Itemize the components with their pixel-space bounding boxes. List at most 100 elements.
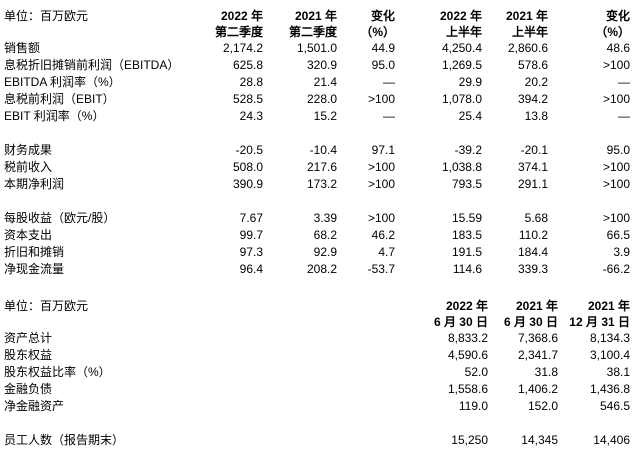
table1-col-header-6-line1: 变化 bbox=[605, 9, 630, 23]
value-cell: 546.5 bbox=[599, 399, 630, 413]
value-cell: 46.2 bbox=[371, 228, 395, 242]
value-cell: 4.7 bbox=[378, 245, 395, 259]
value-cell: 15.2 bbox=[313, 109, 337, 123]
table2-col-header-3-line1: 2021 年 bbox=[587, 299, 630, 313]
value-cell: >100 bbox=[367, 160, 395, 174]
row-label: 财务成果 bbox=[4, 143, 53, 157]
value-cell: 4,250.4 bbox=[441, 41, 482, 55]
value-cell: 1,406.2 bbox=[517, 382, 558, 396]
value-cell: 8,134.3 bbox=[589, 331, 630, 345]
value-cell: 578.6 bbox=[517, 58, 548, 72]
value-cell: >100 bbox=[602, 177, 630, 191]
value-cell: >100 bbox=[602, 58, 630, 72]
table2-col-header-2-line1: 2021 年 bbox=[515, 299, 558, 313]
spacer-row bbox=[4, 125, 630, 142]
value-cell: 394.2 bbox=[517, 92, 548, 106]
value-cell: 183.5 bbox=[451, 228, 482, 242]
balance-sheet-table: 单位：百万欧元 2022 年 6 月 30 日 2021 年 6 月 30 日 2021… bbox=[4, 298, 630, 449]
value-cell: 97.3 bbox=[239, 245, 263, 259]
table-row: 资本支出 99.7 68.2 46.2 183.5 110.2 66.5 bbox=[4, 227, 630, 244]
value-cell: 38.1 bbox=[606, 365, 630, 379]
spacer-cell bbox=[4, 125, 630, 142]
row-label: 员工人数（报告期末） bbox=[4, 433, 125, 447]
table2-col-header-1-line2: 6 月 30 日 bbox=[433, 315, 488, 329]
table-row: 折旧和摊销 97.3 92.9 4.7 191.5 184.4 3.9 bbox=[4, 244, 630, 261]
value-cell: 320.9 bbox=[306, 58, 337, 72]
row-label: 净金融资产 bbox=[4, 399, 65, 413]
table-row: 息税前利润（EBIT） 528.5 228.0 >100 1,078.0 394.2 >10… bbox=[4, 91, 630, 108]
row-label: 息税折旧摊销前利润（EBITDA） bbox=[4, 58, 180, 72]
value-cell: 28.8 bbox=[239, 75, 263, 89]
table1-col-header-4-line1: 2022 年 bbox=[439, 9, 482, 23]
spacer-row bbox=[4, 193, 630, 210]
table1-body: 销售额 2,174.2 1,501.0 44.9 4,250.4 2,860.6 48.6 息… bbox=[4, 40, 630, 278]
table-row: 净金融资产 119.0 152.0 546.5 bbox=[4, 398, 630, 415]
row-label: 息税前利润（EBIT） bbox=[4, 92, 115, 106]
table1-col-header-2: 2021 年第二季度 bbox=[263, 8, 337, 40]
value-cell: 3.39 bbox=[313, 211, 337, 225]
value-cell: 95.0 bbox=[606, 143, 630, 157]
table-row: 员工人数（报告期末） 15,250 14,345 14,406 bbox=[4, 432, 630, 449]
value-cell: -20.1 bbox=[520, 143, 548, 157]
table-row: 每股收益（欧元/股） 7.67 3.39 >100 15.59 5.68 >100 bbox=[4, 210, 630, 227]
row-label: 金融负债 bbox=[4, 382, 53, 396]
value-cell: 191.5 bbox=[451, 245, 482, 259]
table1-col-header-5-line1: 2021 年 bbox=[505, 9, 548, 23]
row-label: 本期净利润 bbox=[4, 177, 65, 191]
value-cell: 21.4 bbox=[313, 75, 337, 89]
value-cell: 625.8 bbox=[232, 58, 263, 72]
table1-col-header-2-line1: 2021 年 bbox=[294, 9, 337, 23]
value-cell: 2,860.6 bbox=[507, 41, 548, 55]
value-cell: 3,100.4 bbox=[589, 348, 630, 362]
value-cell: — bbox=[618, 75, 630, 89]
table-row: 资产总计 8,833.2 7,368.6 8,134.3 bbox=[4, 330, 630, 347]
value-cell: 152.0 bbox=[527, 399, 558, 413]
value-cell: -53.7 bbox=[367, 262, 395, 276]
value-cell: 52.0 bbox=[464, 365, 488, 379]
value-cell: 92.9 bbox=[313, 245, 337, 259]
row-label: 股东权益比率（%） bbox=[4, 365, 111, 379]
table2-col-header-1: 2022 年 6 月 30 日 bbox=[394, 298, 488, 330]
table1-col-header-4-line2: 上半年 bbox=[445, 25, 482, 39]
value-cell: >100 bbox=[602, 160, 630, 174]
value-cell: 15.59 bbox=[451, 211, 482, 225]
spacer-cell bbox=[4, 193, 630, 210]
value-cell: — bbox=[618, 109, 630, 123]
value-cell: 208.2 bbox=[306, 262, 337, 276]
table1-col-header-3-line1: 变化 bbox=[370, 9, 395, 23]
value-cell: 20.2 bbox=[524, 75, 548, 89]
value-cell: 114.6 bbox=[452, 262, 482, 276]
row-label: EBITDA 利润率（%） bbox=[4, 75, 121, 89]
row-label: 资产总计 bbox=[4, 331, 53, 345]
value-cell: 68.2 bbox=[313, 228, 337, 242]
value-cell: 374.1 bbox=[517, 160, 548, 174]
table1-col-header-4: 2022 年上半年 bbox=[395, 8, 482, 40]
spacer-cell bbox=[4, 415, 630, 432]
table1-col-header-1-line2: 第二季度 bbox=[214, 25, 263, 39]
table1-col-header-6-line2: （%） bbox=[595, 25, 630, 39]
quarterly-income-table: 单位：百万欧元 2022 年第二季度 2021 年第二季度 变化 （%） 2022 年上… bbox=[4, 8, 630, 278]
row-label: 折旧和摊销 bbox=[4, 245, 65, 259]
value-cell: 96.4 bbox=[239, 262, 263, 276]
value-cell: 5.68 bbox=[524, 211, 548, 225]
value-cell: -66.2 bbox=[602, 262, 630, 276]
value-cell: 2,174.2 bbox=[222, 41, 263, 55]
table2-unit-label: 单位：百万欧元 bbox=[4, 299, 89, 313]
table1-header-row: 单位：百万欧元 2022 年第二季度 2021 年第二季度 变化 （%） 2022 年上… bbox=[4, 8, 630, 40]
table1-col-header-3-line2: （%） bbox=[360, 25, 395, 39]
value-cell: >100 bbox=[367, 211, 395, 225]
table1-col-header-1-line1: 2022 年 bbox=[220, 9, 263, 23]
table2-col-header-2-line2: 6 月 30 日 bbox=[503, 315, 558, 329]
value-cell: 66.5 bbox=[606, 228, 630, 242]
value-cell: 25.4 bbox=[458, 109, 482, 123]
value-cell: 184.4 bbox=[517, 245, 548, 259]
value-cell: 1,558.6 bbox=[447, 382, 488, 396]
row-label: 净现金流量 bbox=[4, 262, 65, 276]
table-row: 财务成果 -20.5 -10.4 97.1 -39.2 -20.1 95.0 bbox=[4, 142, 630, 159]
value-cell: >100 bbox=[602, 92, 630, 106]
value-cell: 99.7 bbox=[239, 228, 263, 242]
table2-col-header-3-line2: 12 月 31 日 bbox=[569, 315, 630, 329]
table-row: 本期净利润 390.9 173.2 >100 793.5 291.1 >100 bbox=[4, 176, 630, 193]
value-cell: 228.0 bbox=[306, 92, 337, 106]
table2-col-header-1-line1: 2022 年 bbox=[445, 299, 488, 313]
